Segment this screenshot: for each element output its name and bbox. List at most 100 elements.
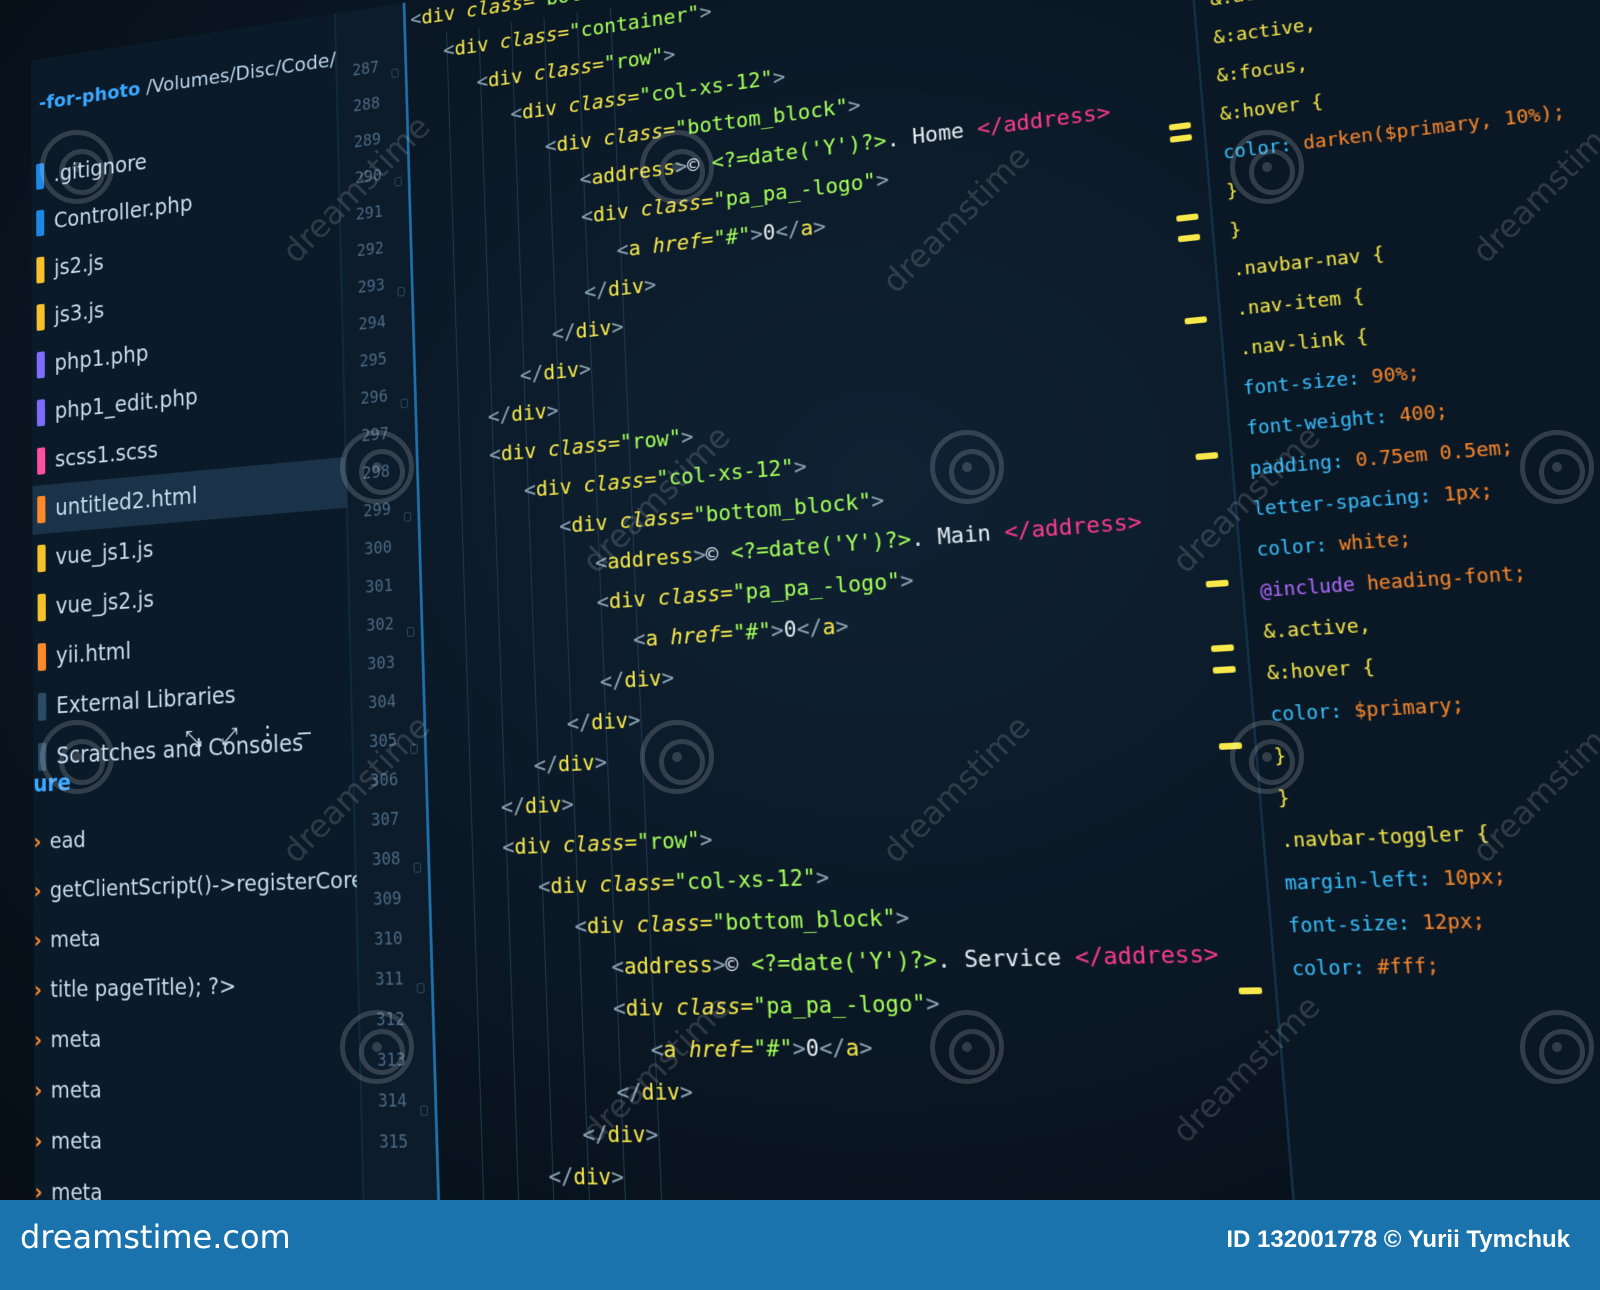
code-line[interactable]: <div class="row"> — [502, 819, 714, 868]
scroll-marker[interactable] — [1238, 987, 1262, 994]
scroll-marker[interactable] — [1195, 452, 1218, 460]
code-token: div — [488, 63, 535, 91]
monitor-screen: -for-photo /Volumes/Disc/Code/co .gitign… — [31, 0, 1600, 1200]
css-code-line[interactable]: &:hover { — [1266, 649, 1377, 692]
scroll-marker[interactable] — [1213, 666, 1236, 674]
css-code-line[interactable]: font-size: 12px; — [1287, 902, 1487, 946]
code-line[interactable]: </div> — [599, 657, 675, 702]
code-line[interactable]: <div class="pa_pa_-logo"> — [612, 982, 941, 1030]
scroll-marker[interactable] — [1176, 213, 1198, 222]
code-token: "pa_pa_-logo" — [753, 991, 927, 1019]
collapse-icon[interactable]: ⤡ — [185, 725, 202, 753]
code-line[interactable]: </div> — [582, 1113, 659, 1156]
scroll-marker[interactable] — [1170, 134, 1192, 143]
file-type-icon — [38, 594, 46, 622]
chevron-right-icon: › — [33, 830, 41, 855]
css-code-line[interactable]: } — [1276, 780, 1291, 818]
css-code-line[interactable]: } — [1225, 174, 1239, 210]
css-code-line[interactable]: color: #fff; — [1290, 947, 1441, 989]
structure-item[interactable]: › meta — [34, 1167, 365, 1200]
css-code-line[interactable]: } — [1273, 738, 1288, 776]
code-line[interactable]: </div> — [533, 742, 608, 786]
structure-item[interactable]: › meta — [34, 1116, 363, 1169]
fold-icon[interactable] — [394, 177, 401, 187]
project-name[interactable]: -for-photo — [39, 78, 141, 115]
code-line[interactable]: </div> — [551, 307, 624, 353]
code-token: address — [591, 156, 676, 189]
fold-icon[interactable] — [397, 287, 404, 297]
structure-item-label: meta — [50, 927, 101, 953]
css-code-line[interactable]: &.active, — [1262, 608, 1372, 652]
code-token: > — [772, 65, 786, 89]
structure-item-label: meta — [51, 1180, 103, 1200]
fold-icon[interactable] — [413, 862, 421, 872]
scroll-marker[interactable] — [1206, 580, 1229, 588]
code-line[interactable]: </div> — [487, 391, 559, 436]
minimize-icon[interactable]: — — [298, 718, 311, 746]
indent-guide — [446, 32, 485, 1200]
code-token: > — [594, 750, 607, 775]
css-code-line[interactable]: &:focus, — [1215, 48, 1309, 94]
code-editor[interactable]: <div class="bottom-container"><div class… — [410, 0, 1257, 1200]
scroll-marker[interactable] — [1211, 644, 1234, 652]
code-token: < — [524, 478, 537, 502]
code-token: </ — [599, 668, 625, 693]
code-token: < — [574, 914, 587, 939]
css-code-line[interactable]: .nav-link { — [1238, 319, 1370, 367]
code-token: > — [835, 614, 849, 639]
file-type-icon — [37, 447, 45, 475]
file-name: php1.php — [54, 340, 148, 375]
code-token: < — [502, 835, 515, 860]
code-line[interactable]: </div> — [519, 349, 592, 394]
fold-icon[interactable] — [420, 1106, 428, 1116]
fold-icon[interactable] — [407, 627, 415, 637]
more-icon[interactable]: ⋮ — [257, 720, 279, 748]
code-token: div — [522, 95, 569, 124]
structure-item[interactable]: › meta — [34, 906, 359, 965]
code-token: div — [550, 872, 600, 898]
css-code-line[interactable]: color: $primary; — [1269, 687, 1466, 734]
code-line[interactable]: <a href="#">0</a> — [650, 1026, 874, 1071]
css-code-line[interactable]: color: white; — [1255, 521, 1413, 569]
code-token: < — [559, 514, 572, 538]
code-line[interactable]: </div> — [583, 265, 657, 311]
css-token: font-size: — [1287, 912, 1423, 938]
line-number: 307 — [362, 810, 399, 831]
fold-icon[interactable] — [401, 398, 408, 408]
scroll-marker[interactable] — [1169, 122, 1191, 131]
code-line[interactable]: </div> — [616, 1071, 694, 1114]
css-code-line[interactable]: } — [1228, 213, 1242, 249]
code-token: </ — [796, 615, 823, 641]
code-line[interactable]: </div> — [548, 1156, 625, 1199]
structure-item[interactable]: › meta — [34, 1010, 361, 1065]
css-code-line[interactable]: .navbar-toggler { — [1280, 815, 1491, 861]
expand-icon[interactable]: ⤢ — [221, 723, 238, 751]
scroll-marker[interactable] — [1178, 234, 1201, 243]
fold-icon[interactable] — [410, 744, 418, 754]
scroll-marker[interactable] — [1184, 316, 1207, 324]
structure-item[interactable]: › meta — [34, 1063, 362, 1116]
css-code-line[interactable]: margin-left: 10px; — [1283, 858, 1508, 903]
code-line[interactable]: </div> — [566, 700, 641, 744]
structure-item[interactable]: › title pageTitle); ?> — [34, 958, 360, 1015]
file-type-icon — [37, 544, 45, 572]
code-token: "#" — [753, 1036, 794, 1062]
css-token: .navbar-nav { — [1232, 244, 1385, 281]
file-name: Controller.php — [54, 191, 193, 234]
fold-icon[interactable] — [417, 983, 425, 993]
structure-panel-title[interactable]: ure — [33, 769, 71, 797]
code-token: . Main — [910, 520, 1005, 552]
code-token: > — [900, 568, 915, 594]
code-line[interactable]: </div> — [500, 784, 574, 827]
line-number: 296 — [352, 387, 388, 409]
fold-icon[interactable] — [404, 512, 412, 522]
code-token: class= — [619, 504, 694, 534]
fold-icon[interactable] — [391, 68, 398, 78]
css-token: color: — [1270, 700, 1355, 726]
project-sidebar: -for-photo /Volumes/Disc/Code/co .gitign… — [31, 13, 366, 1200]
css-token: &.active, — [1263, 615, 1372, 643]
code-token: </ — [533, 752, 558, 777]
line-number: 302 — [358, 615, 395, 637]
code-token: > — [871, 488, 885, 513]
scroll-marker[interactable] — [1219, 742, 1242, 750]
